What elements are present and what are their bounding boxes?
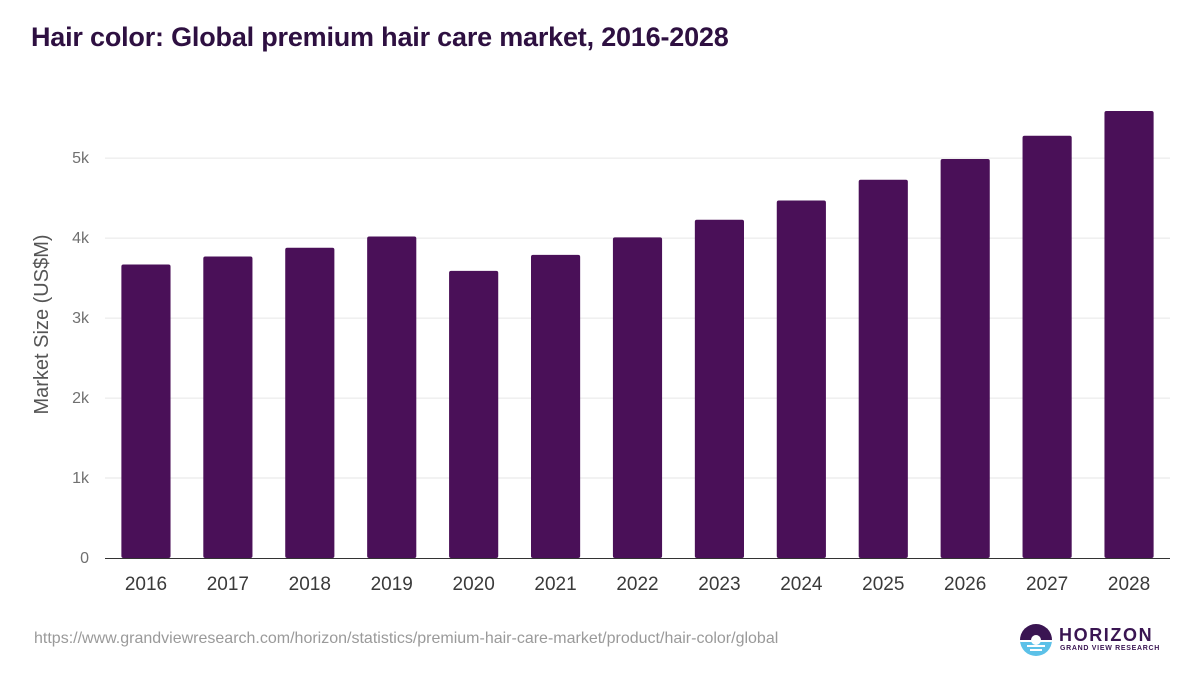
logo-wordmark: HORIZON bbox=[1059, 625, 1154, 645]
bar-2019[interactable] bbox=[367, 236, 417, 558]
bar-2024[interactable] bbox=[776, 200, 826, 558]
y-tick-label: 4k bbox=[72, 230, 90, 247]
bar-chart: 0 1k 2k 3k 4k 5k 2016 2017 2018 2019 2020 2021 2022… bbox=[31, 111, 1170, 595]
x-tick-label: 2028 bbox=[1108, 574, 1150, 595]
bars bbox=[121, 111, 1154, 559]
x-tick-label: 2025 bbox=[862, 574, 904, 595]
x-tick-label: 2018 bbox=[289, 574, 331, 595]
logo-tagline: GRAND VIEW RESEARCH bbox=[1060, 645, 1161, 652]
source-url[interactable]: https://www.grandviewresearch.com/horizo… bbox=[34, 630, 779, 647]
x-tick-label: 2020 bbox=[453, 574, 495, 595]
y-tick-label: 5k bbox=[72, 150, 90, 167]
bar-2020[interactable] bbox=[449, 270, 499, 558]
chart-title: Hair color: Global premium hair care mar… bbox=[31, 22, 729, 52]
bar-2025[interactable] bbox=[858, 179, 908, 558]
bar-2023[interactable] bbox=[694, 219, 744, 558]
x-tick-label: 2027 bbox=[1026, 574, 1068, 595]
x-tick-label: 2026 bbox=[944, 574, 986, 595]
bar-2017[interactable] bbox=[203, 256, 253, 558]
bar-2016[interactable] bbox=[121, 264, 171, 558]
bar-2018[interactable] bbox=[285, 247, 335, 558]
x-tick-label: 2021 bbox=[534, 574, 576, 595]
y-tick-label: 2k bbox=[72, 390, 90, 407]
bar-2027[interactable] bbox=[1022, 135, 1072, 558]
y-tick-label: 1k bbox=[72, 470, 90, 487]
x-tick-label: 2019 bbox=[371, 574, 413, 595]
x-tick-label: 2017 bbox=[207, 574, 249, 595]
x-tick-label: 2022 bbox=[616, 574, 658, 595]
bar-2021[interactable] bbox=[531, 254, 581, 558]
y-tick-label: 3k bbox=[72, 310, 90, 327]
x-tick-label: 2016 bbox=[125, 574, 167, 595]
x-tick-label: 2024 bbox=[780, 574, 823, 595]
horizon-logo: HORIZON GRAND VIEW RESEARCH bbox=[1019, 622, 1159, 658]
horizon-logo-icon bbox=[1020, 624, 1052, 656]
bar-2022[interactable] bbox=[612, 237, 663, 558]
x-axis-ticks: 2016 2017 2018 2019 2020 2021 2022 2023 2024 2025… bbox=[125, 574, 1150, 595]
y-axis-label: Market Size (US$M) bbox=[31, 234, 53, 414]
x-tick-label: 2023 bbox=[698, 574, 740, 595]
bar-2028[interactable] bbox=[1104, 111, 1154, 558]
y-axis-ticks: 0 1k 2k 3k 4k 5k bbox=[72, 150, 90, 567]
bar-2026[interactable] bbox=[940, 158, 990, 559]
y-tick-label: 0 bbox=[80, 550, 89, 567]
